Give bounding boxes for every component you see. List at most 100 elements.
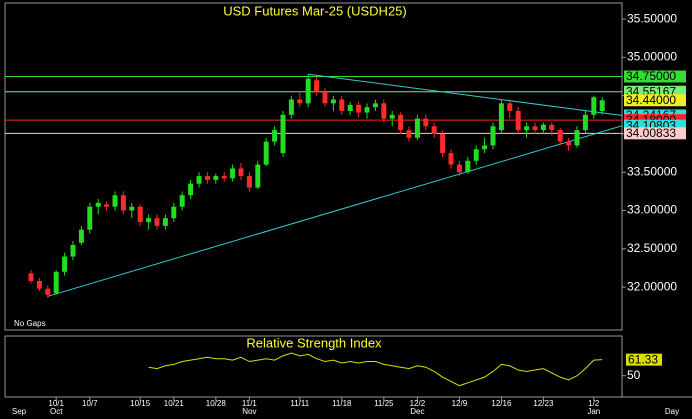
candle-body [524,126,530,131]
candle-body [87,206,93,230]
candle-body [179,195,185,207]
annotation: No Gaps [14,319,46,328]
candle-body [498,103,504,131]
candle-body [456,164,462,173]
candle-body [288,99,294,115]
candle-body [490,126,496,146]
candle-body [532,126,538,131]
price-level-label: 34.00833 [626,126,676,140]
candle-body [104,204,110,207]
price-level-label: 34.75000 [626,69,676,83]
rsi-value-label: 61.33 [628,352,658,366]
candle-body [356,104,362,113]
candle-body [482,145,488,150]
candle-body [137,206,143,223]
candle-body [448,153,454,165]
candle-body [230,168,236,179]
candle-body [330,99,336,104]
x-tick-label: 10/28 [206,399,227,408]
candle-body [566,141,572,146]
candle-body [62,256,68,272]
candle-body [431,126,437,134]
y-tick-label: 32.00000 [627,279,677,293]
candle-body [70,244,76,257]
candle-body [414,118,420,138]
candle-body [599,100,605,111]
month-label: Nov [242,407,256,416]
chart-title: USD Futures Mar-25 (USDH25) [223,3,407,18]
candle-body [146,218,152,223]
x-axis-label: Day [665,407,679,416]
x-tick-label: 12/2 [410,399,426,408]
x-tick-label: 11/25 [374,399,394,408]
y-tick-label: 35.00000 [627,50,677,64]
candle-body [314,80,320,92]
candle-body [112,195,118,207]
candle-body [255,164,261,188]
x-tick-label: 11/1 [242,399,258,408]
candle-body [28,273,34,281]
candle-body [557,130,563,142]
y-tick-label: 33.50000 [627,164,677,178]
x-tick-label: 12/23 [533,399,554,408]
candle-body [129,206,135,211]
x-tick-label: 12/16 [491,399,512,408]
x-tick-label: 11/11 [290,399,309,408]
rsi-line [148,352,603,387]
price-level-box [624,70,686,83]
candle-body [263,141,269,165]
candle-body [540,124,546,131]
candle-body [507,103,513,111]
candle-body [339,99,345,111]
candle-body [440,133,446,154]
candle-body [120,195,126,211]
rsi-title: Relative Strength Index [246,335,382,350]
candle-body [549,124,555,131]
candle-body [372,103,378,108]
candle-body [221,176,227,179]
price-level-box [624,127,686,140]
candle-body [574,130,580,146]
candle-body [515,110,521,131]
candle-body [196,176,202,184]
y-tick-label: 35.50000 [627,11,677,25]
y-tick-label: 50 [627,368,641,382]
candle-body [213,176,219,180]
candle-body [78,229,84,243]
candle-body [204,176,210,180]
candle-body [465,160,471,173]
candle-body [473,149,479,161]
price-level-box [624,94,686,107]
price-panel [4,2,623,331]
candle-body [364,107,370,113]
trendline [308,73,623,116]
x-tick-label: 10/7 [82,399,98,408]
candle-body [381,103,387,119]
y-tick-label: 32.50000 [627,241,677,255]
candle-body [154,218,160,226]
candle-body [280,114,286,154]
candle-body [238,168,244,177]
candle-body [322,91,328,104]
month-label: Sep [12,407,27,416]
candle-body [297,99,303,104]
trendline [47,125,623,297]
candle-body [53,271,59,294]
candle-body [171,206,177,219]
x-tick-label: 10/21 [164,399,185,408]
candle-body [246,176,252,188]
x-tick-label: 10/1 [48,399,64,408]
candle-body [272,130,278,142]
candle-body [305,78,311,104]
candle-body [582,114,588,131]
candle-body [398,114,404,131]
candle-body [162,218,168,226]
candle-body [591,97,597,115]
month-label: Oct [50,407,63,416]
month-label: Dec [410,407,424,416]
candle-body [188,183,194,196]
candle-body [347,104,353,111]
candle-body [95,202,101,207]
month-label: Jan [587,407,600,416]
